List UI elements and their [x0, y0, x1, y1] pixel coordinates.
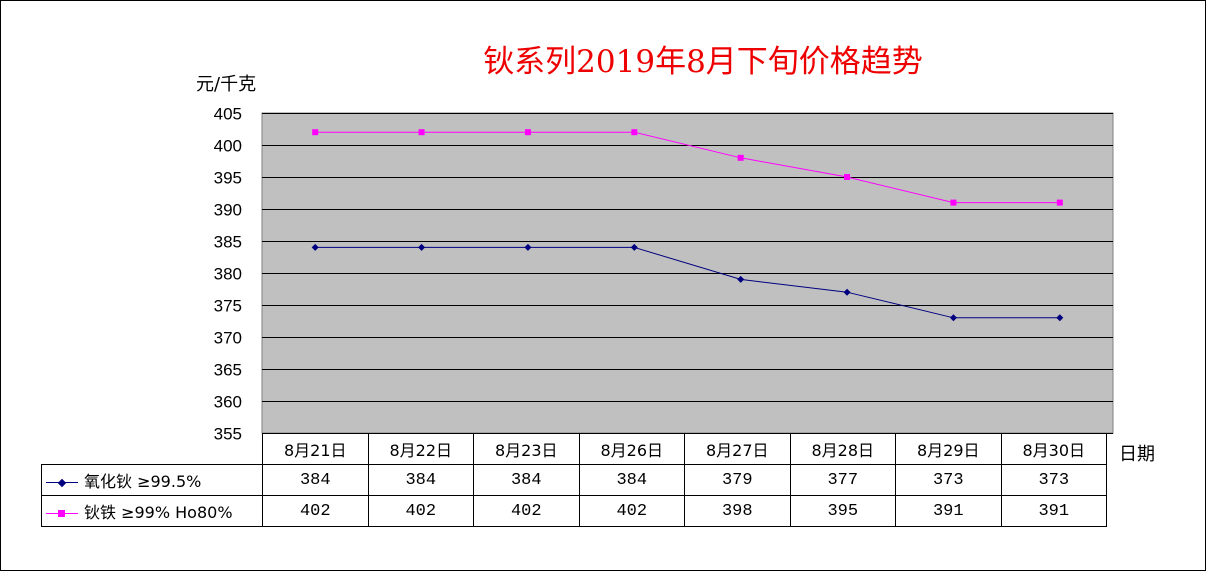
table-row-series-1: 氧化钬 ≥99.5% 384 384 384 384 379 377 373 3…	[41, 464, 1107, 496]
table-cell: 391	[1000, 495, 1107, 527]
table-cell: 377	[789, 464, 896, 496]
data-point	[1056, 199, 1063, 206]
data-point	[631, 129, 638, 136]
data-point	[630, 243, 638, 251]
legend-label: 氧化钬 ≥99.5%	[84, 472, 202, 491]
y-axis-unit-label: 元/千克	[196, 74, 257, 95]
data-point	[524, 129, 531, 136]
data-point	[843, 288, 851, 296]
table-cell: 384	[367, 464, 474, 496]
data-point	[949, 314, 957, 322]
data-point	[418, 243, 426, 251]
table-cell: 395	[789, 495, 896, 527]
y-tick-label: 370	[214, 329, 242, 348]
data-point	[1056, 314, 1064, 322]
legend-entry-series-2: 钬铁 ≥99% Ho80%	[41, 495, 263, 527]
square-marker-icon	[46, 508, 78, 520]
data-point	[311, 243, 319, 251]
y-tick-label: 385	[214, 233, 242, 252]
diamond-marker-icon	[46, 477, 78, 489]
table-cell: 384	[262, 464, 369, 496]
y-tick-label: 355	[214, 425, 242, 444]
category-label: 8月29日	[895, 433, 1002, 465]
table-header-row: 8月21日 8月22日 8月23日 8月26日 8月27日 8月28日 8月29…	[42, 433, 1107, 465]
y-tick-label: 365	[214, 361, 242, 380]
data-point	[312, 129, 319, 136]
table-cell: 402	[367, 495, 474, 527]
category-label: 8月21日	[262, 433, 369, 465]
table-cell: 379	[684, 464, 791, 496]
table-cell: 391	[895, 495, 1002, 527]
data-point	[418, 129, 425, 136]
table-row-series-2: 钬铁 ≥99% Ho80% 402 402 402 402 398 395 39…	[41, 495, 1107, 527]
legend-entry-series-1: 氧化钬 ≥99.5%	[41, 464, 263, 496]
table-corner	[42, 434, 263, 465]
table-cell: 373	[895, 464, 1002, 496]
table-cell: 398	[684, 495, 791, 527]
y-tick-label: 390	[214, 201, 242, 220]
y-tick-label: 375	[214, 297, 242, 316]
table-cell: 384	[578, 464, 685, 496]
table-cell: 402	[578, 495, 685, 527]
chart-title: 钬系列2019年8月下旬价格趋势	[483, 44, 923, 80]
category-label: 8月28日	[789, 433, 896, 465]
y-tick-label: 405	[214, 105, 242, 124]
table-cell: 402	[473, 495, 580, 527]
data-table: 8月21日 8月22日 8月23日 8月26日 8月27日 8月28日 8月29…	[41, 433, 1107, 527]
table-cell: 373	[1000, 464, 1107, 496]
series-line-1	[315, 246, 1060, 319]
y-tick-label: 360	[214, 393, 242, 412]
data-point	[737, 154, 744, 161]
table-cell: 402	[262, 495, 369, 527]
series-line-2	[315, 131, 1060, 204]
y-tick-label: 400	[214, 137, 242, 156]
data-point	[737, 275, 745, 283]
x-axis-unit-label: 日期	[1119, 444, 1155, 465]
y-tick-label: 395	[214, 169, 242, 188]
data-point	[844, 174, 851, 180]
table-cell: 384	[473, 464, 580, 496]
y-tick-label: 380	[214, 265, 242, 284]
legend-label: 钬铁 ≥99% Ho80%	[84, 503, 233, 522]
category-label: 8月26日	[578, 433, 685, 465]
data-point	[524, 243, 532, 251]
category-label: 8月23日	[473, 433, 580, 465]
category-label: 8月27日	[684, 433, 791, 465]
category-label: 8月22日	[367, 433, 474, 465]
data-point	[950, 199, 957, 206]
category-label: 8月30日	[1000, 433, 1107, 465]
